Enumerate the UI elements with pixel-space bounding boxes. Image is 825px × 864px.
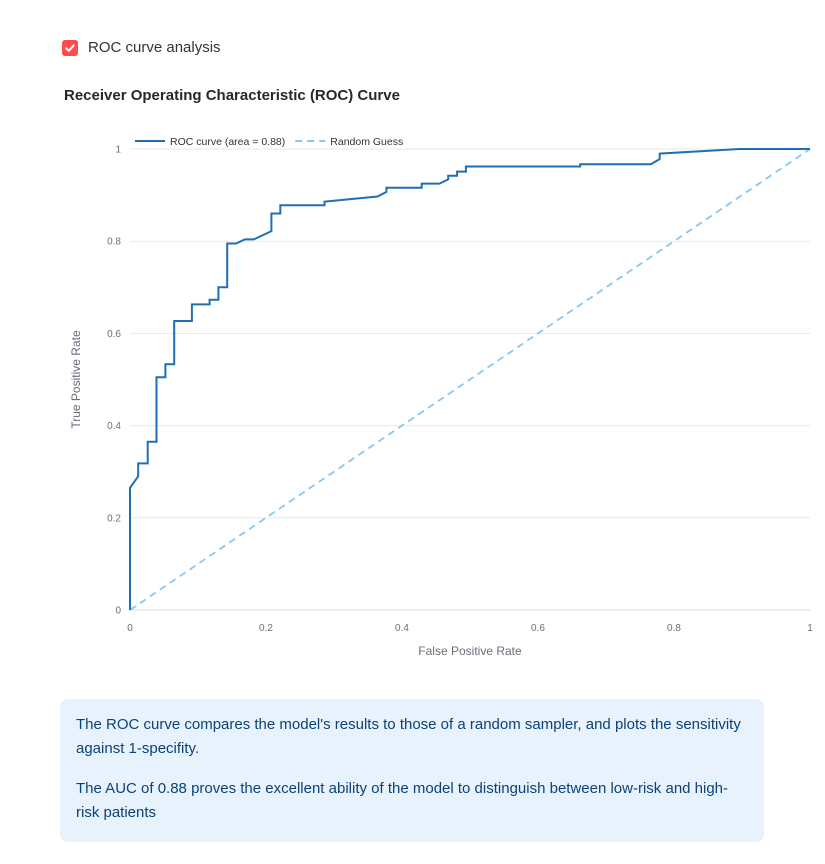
legend-label[interactable]: Random Guess	[330, 136, 403, 148]
x-tick-label: 0.4	[395, 623, 409, 634]
legend-label[interactable]: ROC curve (area = 0.88)	[170, 136, 285, 148]
checkbox-label: ROC curve analysis	[88, 39, 221, 56]
y-tick-label: 1	[115, 145, 121, 156]
y-tick-label: 0.8	[107, 237, 121, 248]
grid-lines	[130, 148, 810, 611]
y-tick-label: 0.4	[107, 421, 121, 432]
x-tick-label: 0.8	[667, 623, 681, 634]
x-tick-label: 0.6	[531, 623, 545, 634]
roc-curve-line[interactable]	[129, 148, 810, 610]
tick-labels: 0 0.2 0.4 0.6 0.8 1 0 0.2 0.4 0.6 0.8 1	[107, 145, 813, 635]
roc-chart: 0 0.2 0.4 0.6 0.8 1 0 0.2 0.4 0.6 0.8 1 False Posit…	[69, 136, 813, 658]
y-tick-label: 0	[115, 606, 121, 617]
random-guess-line[interactable]	[129, 148, 811, 611]
x-tick-label: 0.2	[259, 623, 273, 634]
chart-title: Receiver Operating Characteristic (ROC) …	[64, 87, 400, 104]
series-layer	[129, 148, 811, 611]
x-axis-title: False Positive Rate	[418, 644, 522, 658]
checkbox-checked-icon[interactable]	[62, 39, 78, 56]
info-alert: The ROC curve compares the model's resul…	[60, 699, 764, 842]
info-paragraph-1: The ROC curve compares the model's resul…	[76, 716, 741, 757]
y-tick-label: 0.6	[107, 329, 121, 340]
checkmark-icon	[65, 43, 75, 52]
legend[interactable]: ROC curve (area = 0.88) Random Guess	[135, 136, 403, 148]
y-axis-title: True Positive Rate	[69, 330, 83, 429]
x-tick-label: 1	[807, 623, 813, 634]
y-tick-label: 0.2	[107, 513, 121, 524]
roc-analysis-checkbox[interactable]: ROC curve analysis	[62, 39, 221, 56]
x-tick-label: 0	[127, 623, 133, 634]
info-paragraph-2: The AUC of 0.88 proves the excellent abi…	[76, 780, 729, 821]
